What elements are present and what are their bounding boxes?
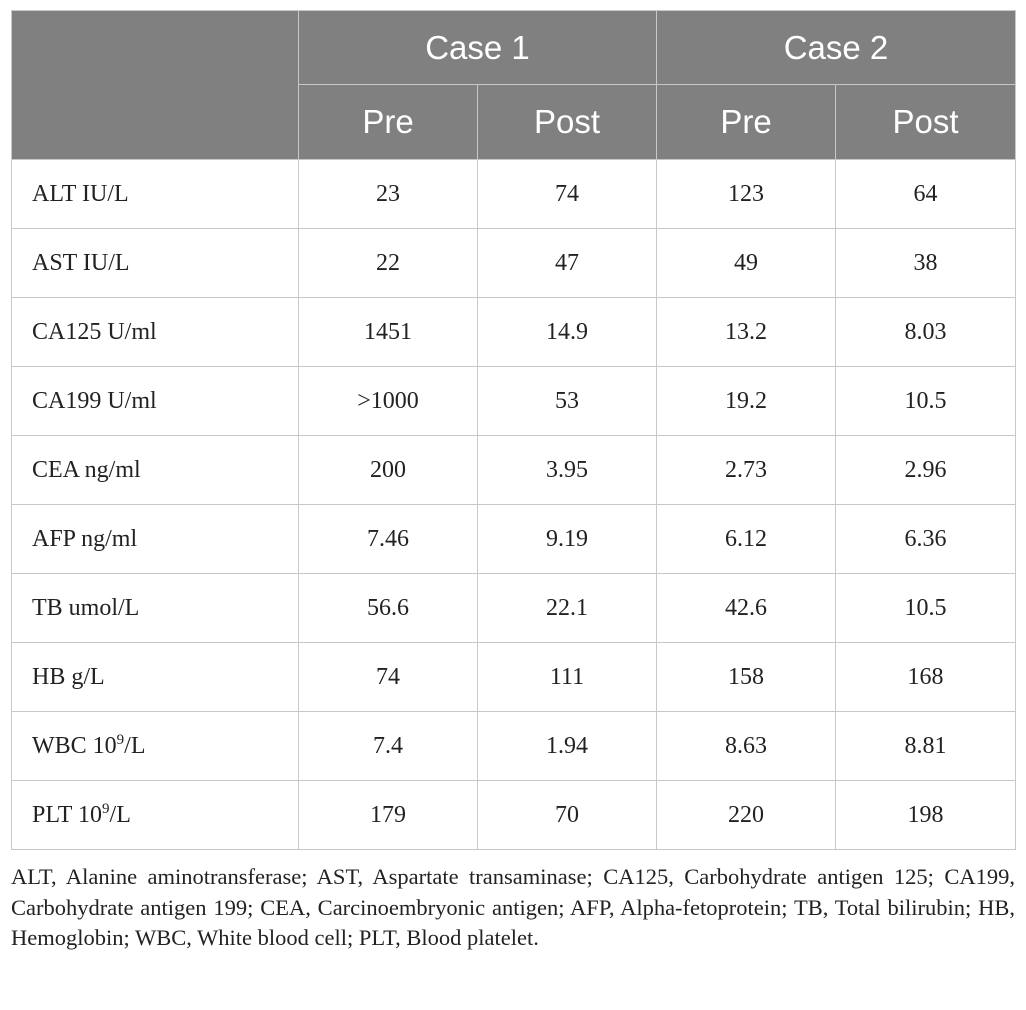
row-label: AST IU/L <box>11 228 299 298</box>
row-label: CEA ng/ml <box>11 435 299 505</box>
case-1-post-value: 3.95 <box>477 435 657 505</box>
case-1-pre-value: 7.4 <box>298 711 478 781</box>
case-1-post-value: 22.1 <box>477 573 657 643</box>
row-label: WBC 109/L <box>11 711 299 781</box>
row-label: CA125 U/ml <box>11 297 299 367</box>
case-2-pre-value: 13.2 <box>656 297 836 367</box>
case-2-post-value: 8.03 <box>835 297 1016 367</box>
table-row: PLT 109/L 179 70 220 198 <box>11 780 1016 850</box>
case-1-pre-value: 200 <box>298 435 478 505</box>
case-1-post-header: Post <box>477 84 657 160</box>
case-2-post-value: 198 <box>835 780 1016 850</box>
row-label-main: PLT 10 <box>32 801 103 828</box>
case-2-pre-value: 2.73 <box>656 435 836 505</box>
case-1-pre-value: 23 <box>298 159 478 229</box>
table-row: AFP ng/ml 7.46 9.19 6.12 6.36 <box>11 504 1016 574</box>
case-2-pre-value: 220 <box>656 780 836 850</box>
row-label-tail: /L <box>109 801 131 828</box>
case-1-post-value: 1.94 <box>477 711 657 781</box>
row-label: AFP ng/ml <box>11 504 299 574</box>
case-1-pre-value: >1000 <box>298 366 478 436</box>
case-2-post-header: Post <box>835 84 1016 160</box>
case-1-pre-value: 56.6 <box>298 573 478 643</box>
row-label-superscript: 9 <box>116 731 125 748</box>
case-1-post-value: 74 <box>477 159 657 229</box>
table-row: CA125 U/ml 1451 14.9 13.2 8.03 <box>11 297 1016 367</box>
empty-corner-cell <box>11 10 299 160</box>
row-label: CA199 U/ml <box>11 366 299 436</box>
table-row: CEA ng/ml 200 3.95 2.73 2.96 <box>11 435 1016 505</box>
table-row: AST IU/L 22 47 49 38 <box>11 228 1016 298</box>
case-2-post-value: 10.5 <box>835 573 1016 643</box>
case-1-pre-value: 1451 <box>298 297 478 367</box>
case-2-pre-value: 123 <box>656 159 836 229</box>
case-1-post-value: 111 <box>477 642 657 712</box>
table-row: HB g/L 74 111 158 168 <box>11 642 1016 712</box>
case-1-pre-value: 22 <box>298 228 478 298</box>
lab-results-table: Case 1 Case 2 Pre Post Pre Post ALT IU/L… <box>11 10 1016 850</box>
case-1-post-value: 47 <box>477 228 657 298</box>
case-2-header: Case 2 <box>656 10 1016 85</box>
case-1-post-value: 70 <box>477 780 657 850</box>
row-label: ALT IU/L <box>11 159 299 229</box>
case-1-pre-value: 74 <box>298 642 478 712</box>
case-2-post-value: 10.5 <box>835 366 1016 436</box>
case-2-pre-value: 49 <box>656 228 836 298</box>
sub-header-row: Pre Post Pre Post <box>12 84 1016 160</box>
case-2-post-value: 168 <box>835 642 1016 712</box>
row-label-main: WBC 10 <box>32 732 117 759</box>
case-2-pre-header: Pre <box>656 84 836 160</box>
row-label: HB g/L <box>11 642 299 712</box>
group-header-row: Case 1 Case 2 <box>11 10 1016 160</box>
row-label-superscript: 9 <box>102 800 110 817</box>
case-2-pre-value: 8.63 <box>656 711 836 781</box>
row-label: PLT 109/L <box>11 780 299 850</box>
case-2-post-value: 8.81 <box>835 711 1016 781</box>
row-label: TB umol/L <box>11 573 299 643</box>
lab-results-table-container: Case 1 Case 2 Pre Post Pre Post ALT IU/L… <box>11 10 1016 850</box>
case-2-post-value: 38 <box>835 228 1016 298</box>
case-2-post-value: 2.96 <box>835 435 1016 505</box>
case-1-header: Case 1 <box>298 10 657 85</box>
case-1-post-value: 14.9 <box>477 297 657 367</box>
case-2-pre-value: 42.6 <box>656 573 836 643</box>
case-1-post-value: 53 <box>477 366 657 436</box>
abbreviations-footnote: ALT, Alanine aminotransferase; AST, Aspa… <box>11 864 1015 950</box>
case-1-pre-header: Pre <box>298 84 478 160</box>
case-2-pre-value: 6.12 <box>656 504 836 574</box>
case-1-pre-value: 7.46 <box>298 504 478 574</box>
table-row: TB umol/L 56.6 22.1 42.6 10.5 <box>11 573 1016 643</box>
case-2-pre-value: 19.2 <box>656 366 836 436</box>
row-label-tail: /L <box>124 732 146 759</box>
case-2-post-value: 64 <box>835 159 1016 229</box>
table-row: ALT IU/L 23 74 123 64 <box>11 159 1016 229</box>
table-row: WBC 109/L 7.4 1.94 8.63 8.81 <box>11 711 1016 781</box>
case-2-post-value: 6.36 <box>835 504 1016 574</box>
case-1-post-value: 9.19 <box>477 504 657 574</box>
table-row: CA199 U/ml >1000 53 19.2 10.5 <box>11 366 1016 436</box>
case-2-pre-value: 158 <box>656 642 836 712</box>
case-1-pre-value: 179 <box>298 780 478 850</box>
